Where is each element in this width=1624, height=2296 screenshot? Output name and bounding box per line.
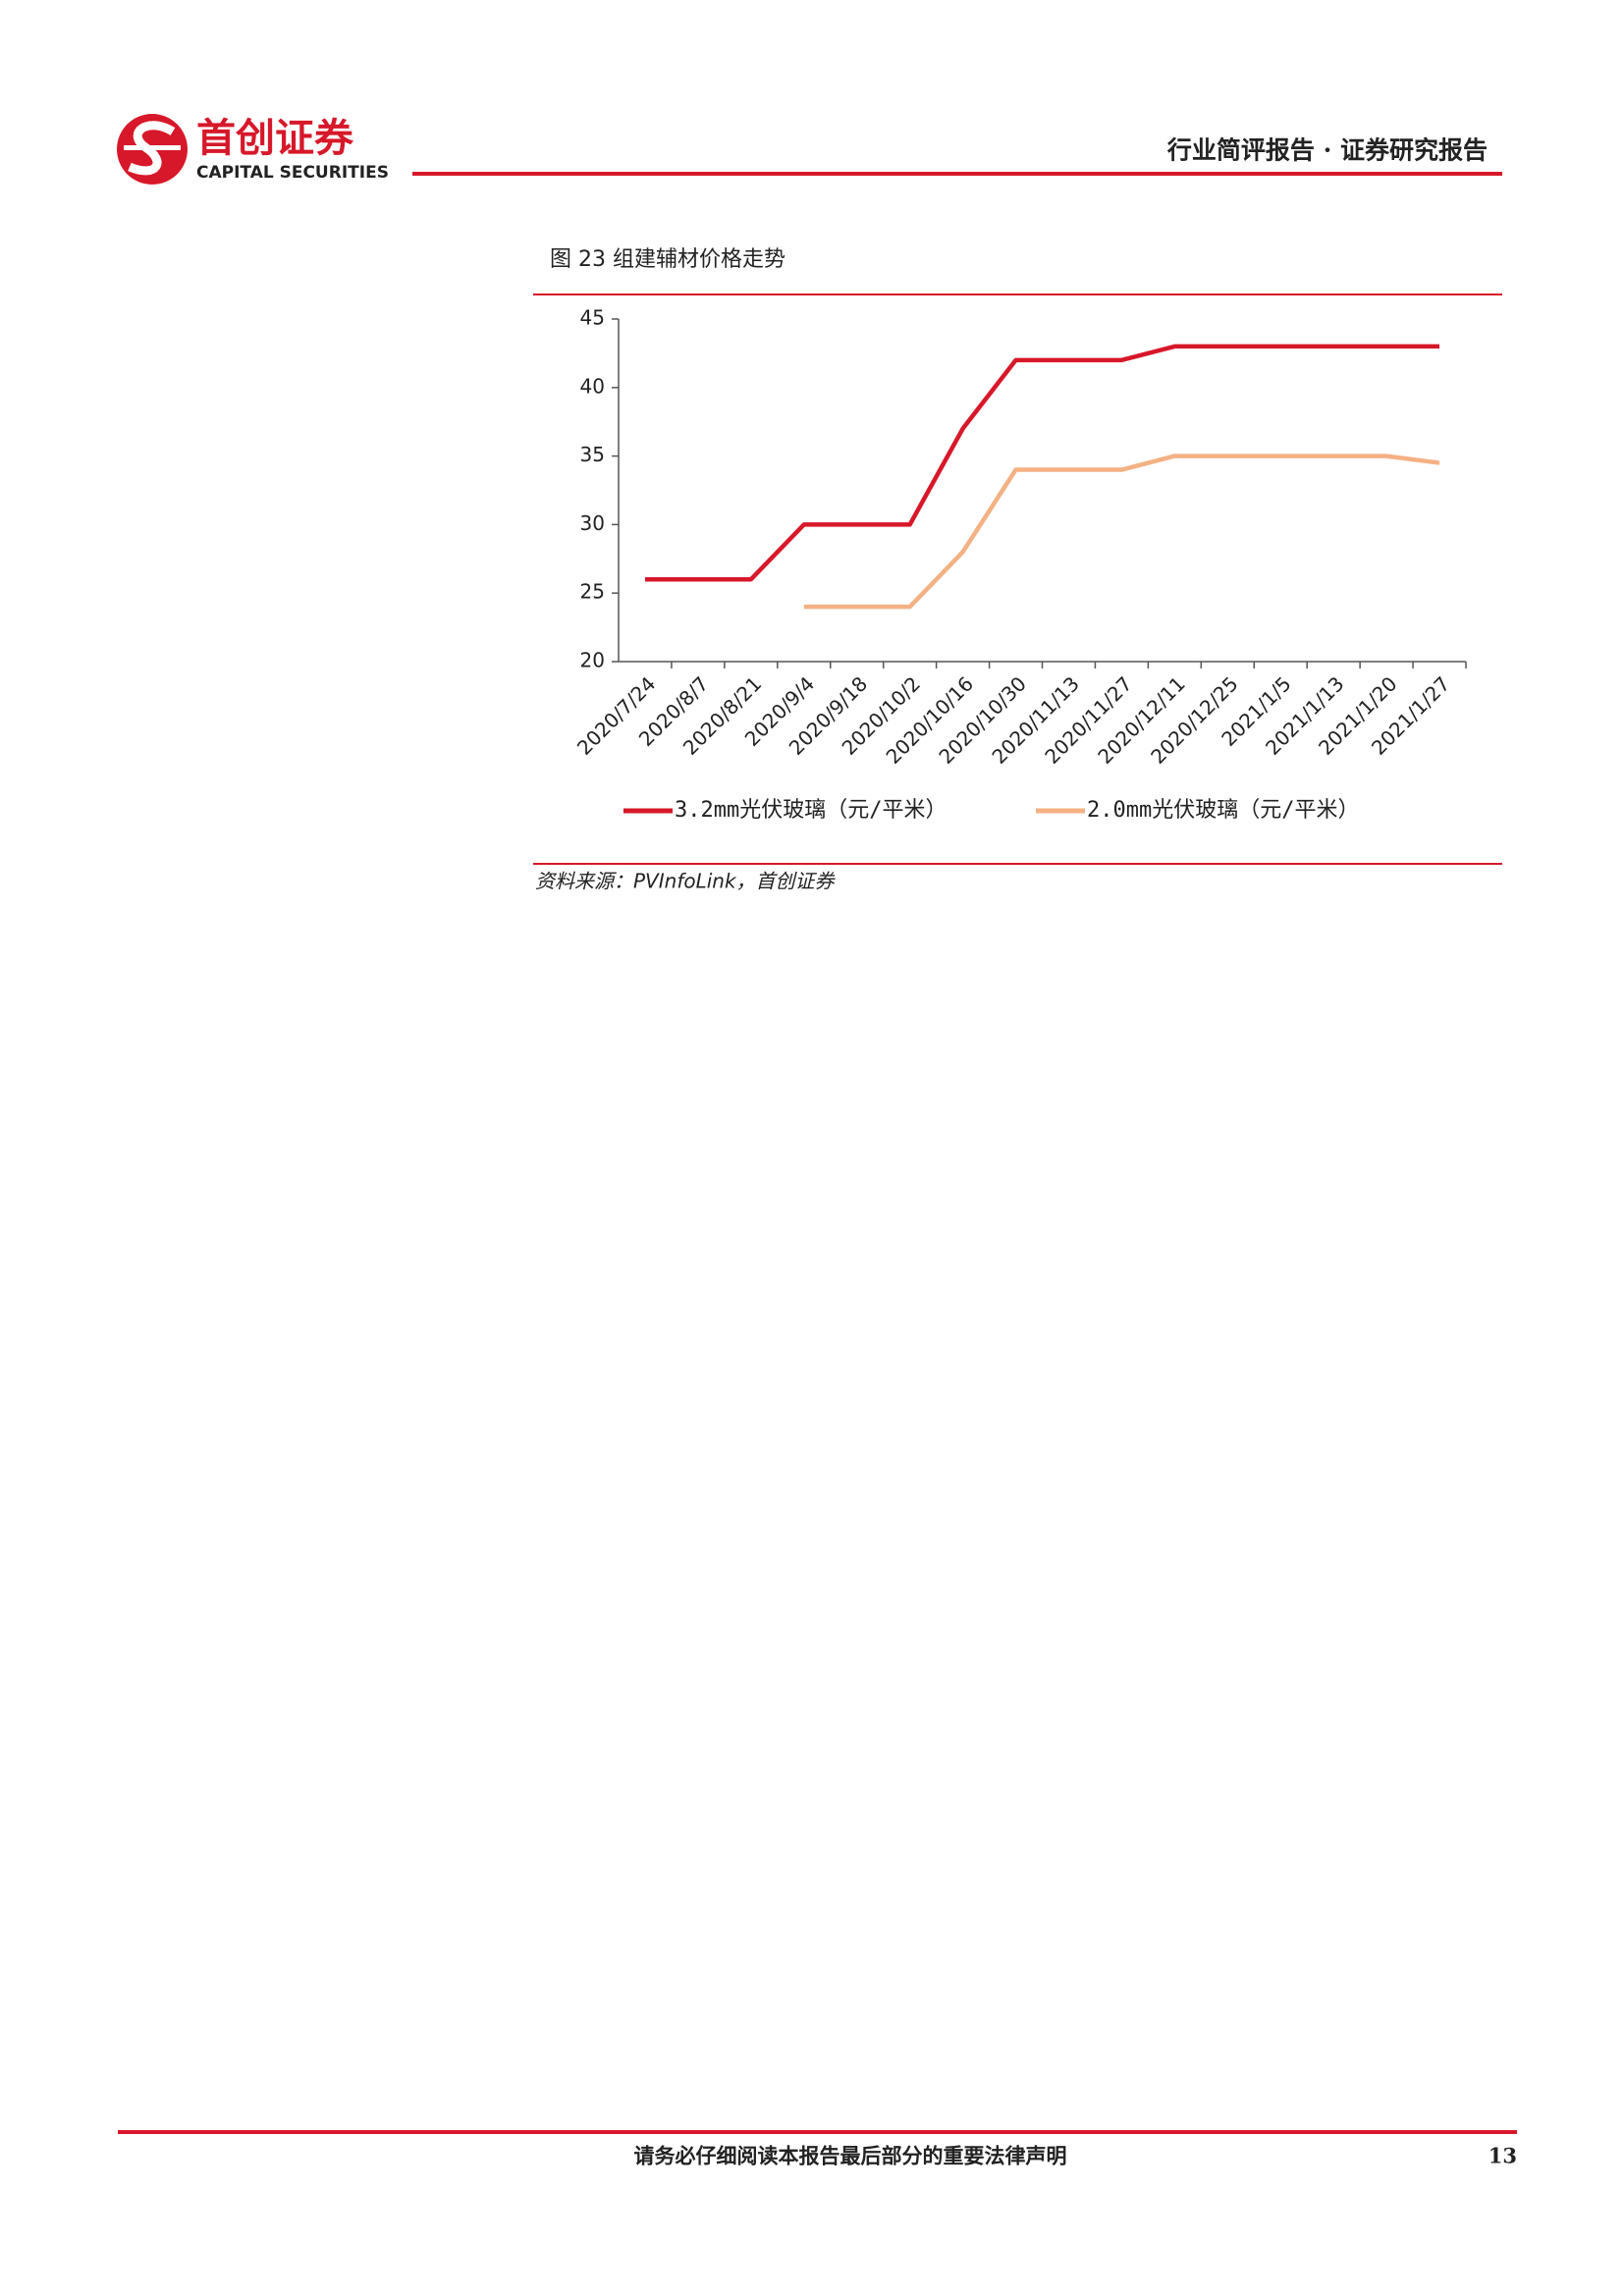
- figure-title: 图 23 组建辅材价格走势: [550, 247, 785, 272]
- figure-rule-top: [533, 294, 1502, 295]
- y-tick-label: 35: [580, 443, 605, 466]
- logo-cn: 首创证券: [196, 116, 354, 161]
- series-line: [644, 344, 1440, 582]
- report-type: 行业简评报告 · 证券研究报告: [1166, 136, 1488, 165]
- y-tick-label: 30: [580, 511, 605, 535]
- y-tick-label: 45: [580, 306, 605, 330]
- legend-label: 3.2mm光伏玻璃（元/平米）: [675, 798, 947, 823]
- y-tick-label: 40: [580, 374, 605, 398]
- legend-label: 2.0mm光伏玻璃（元/平米）: [1087, 798, 1359, 823]
- footer-rule: [118, 2130, 1517, 2134]
- figure-rule-bottom: [533, 863, 1502, 865]
- figure-source: 资料来源：PVInfoLink，首创证券: [535, 870, 837, 893]
- footer-notice: 请务必仔细阅读本报告最后部分的重要法律声明: [634, 2144, 1067, 2168]
- logo-bar: [124, 145, 181, 150]
- logo-en: CAPITAL SECURITIES: [196, 163, 389, 183]
- page-number: 13: [1489, 2144, 1517, 2168]
- y-tick-label: 20: [580, 649, 605, 672]
- logo: 首创证券 CAPITAL SECURITIES: [117, 114, 389, 185]
- y-tick-label: 25: [580, 580, 605, 604]
- series-line: [803, 454, 1440, 610]
- plot: 2025303540452020/7/242020/8/72020/8/2120…: [572, 306, 1467, 823]
- header-rule: [412, 172, 1502, 176]
